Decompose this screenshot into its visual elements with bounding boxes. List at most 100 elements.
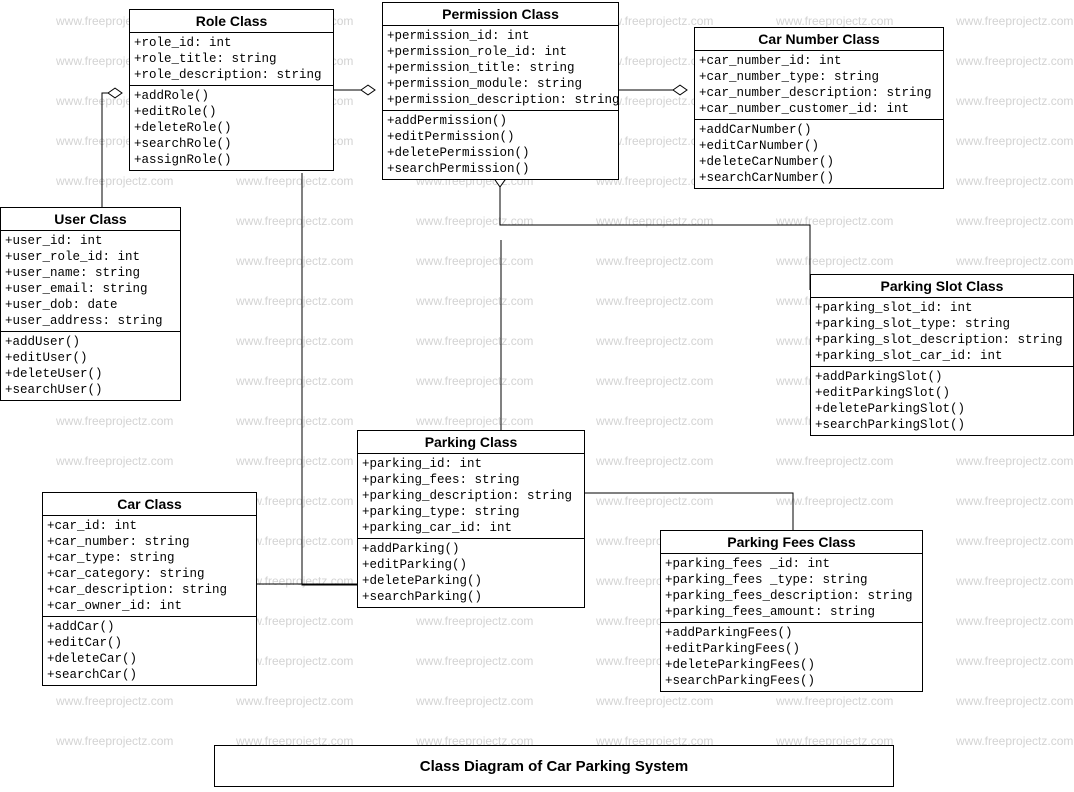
class-method: +editUser() — [5, 350, 176, 366]
class-box-car: Car Class+car_id: int+car_number: string… — [42, 492, 257, 686]
class-method: +addUser() — [5, 334, 176, 350]
class-method: +addCar() — [47, 619, 252, 635]
class-method: +addParking() — [362, 541, 580, 557]
class-methods: +addParkingSlot()+editParkingSlot()+dele… — [811, 367, 1073, 435]
class-title: Car Number Class — [695, 28, 943, 51]
class-attributes: +role_id: int+role_title: string+role_de… — [130, 33, 333, 86]
class-attribute: +parking_slot_description: string — [815, 332, 1069, 348]
class-method: +deleteParkingFees() — [665, 657, 918, 673]
class-method: +assignRole() — [134, 152, 329, 168]
class-attribute: +parking_slot_type: string — [815, 316, 1069, 332]
class-box-user: User Class+user_id: int+user_role_id: in… — [0, 207, 181, 401]
class-attribute: +car_type: string — [47, 550, 252, 566]
class-method: +addParkingFees() — [665, 625, 918, 641]
class-method: +searchRole() — [134, 136, 329, 152]
class-attribute: +user_id: int — [5, 233, 176, 249]
class-attribute: +user_address: string — [5, 313, 176, 329]
class-methods: +addUser()+editUser()+deleteUser()+searc… — [1, 332, 180, 400]
class-methods: +addParkingFees()+editParkingFees()+dele… — [661, 623, 922, 691]
class-attribute: +car_number_id: int — [699, 53, 939, 69]
class-attribute: +parking_car_id: int — [362, 520, 580, 536]
class-method: +searchPermission() — [387, 161, 614, 177]
class-attribute: +parking_id: int — [362, 456, 580, 472]
class-method: +editCar() — [47, 635, 252, 651]
class-attribute: +parking_fees_amount: string — [665, 604, 918, 620]
class-method: +deleteUser() — [5, 366, 176, 382]
class-method: +searchParkingFees() — [665, 673, 918, 689]
class-method: +editRole() — [134, 104, 329, 120]
class-method: +searchParking() — [362, 589, 580, 605]
class-method: +searchCarNumber() — [699, 170, 939, 186]
class-methods: +addRole()+editRole()+deleteRole()+searc… — [130, 86, 333, 170]
class-attribute: +car_category: string — [47, 566, 252, 582]
class-attribute: +role_title: string — [134, 51, 329, 67]
class-methods: +addCarNumber()+editCarNumber()+deleteCa… — [695, 120, 943, 188]
class-methods: +addPermission()+editPermission()+delete… — [383, 111, 618, 179]
class-method: +addRole() — [134, 88, 329, 104]
class-method: +editParking() — [362, 557, 580, 573]
class-attribute: +parking_type: string — [362, 504, 580, 520]
class-method: +editParkingFees() — [665, 641, 918, 657]
class-attribute: +car_description: string — [47, 582, 252, 598]
connector-line — [302, 173, 357, 585]
connector-line — [585, 493, 793, 530]
class-method: +deleteParking() — [362, 573, 580, 589]
class-attribute: +car_number_type: string — [699, 69, 939, 85]
class-methods: +addCar()+editCar()+deleteCar()+searchCa… — [43, 617, 256, 685]
class-title: Role Class — [130, 10, 333, 33]
class-attributes: +parking_slot_id: int+parking_slot_type:… — [811, 298, 1073, 367]
class-method: +searchUser() — [5, 382, 176, 398]
class-attribute: +permission_role_id: int — [387, 44, 614, 60]
class-title: Car Class — [43, 493, 256, 516]
class-attribute: +parking_slot_id: int — [815, 300, 1069, 316]
class-title: Parking Fees Class — [661, 531, 922, 554]
class-attributes: +parking_id: int+parking_fees: string+pa… — [358, 454, 584, 539]
class-attribute: +parking_fees _type: string — [665, 572, 918, 588]
class-box-carnumber: Car Number Class+car_number_id: int+car_… — [694, 27, 944, 189]
class-title: Permission Class — [383, 3, 618, 26]
class-attribute: +permission_module: string — [387, 76, 614, 92]
connector-line — [102, 93, 115, 207]
class-attribute: +role_id: int — [134, 35, 329, 51]
class-attributes: +parking_fees _id: int+parking_fees _typ… — [661, 554, 922, 623]
class-method: +searchParkingSlot() — [815, 417, 1069, 433]
class-attribute: +parking_fees: string — [362, 472, 580, 488]
class-methods: +addParking()+editParking()+deleteParkin… — [358, 539, 584, 607]
class-attribute: +user_name: string — [5, 265, 176, 281]
class-attributes: +user_id: int+user_role_id: int+user_nam… — [1, 231, 180, 332]
class-method: +addPermission() — [387, 113, 614, 129]
class-attributes: +car_id: int+car_number: string+car_type… — [43, 516, 256, 617]
class-method: +addParkingSlot() — [815, 369, 1069, 385]
diagram-title: Class Diagram of Car Parking System — [214, 745, 894, 787]
class-attribute: +user_role_id: int — [5, 249, 176, 265]
class-method: +deleteCarNumber() — [699, 154, 939, 170]
class-title: Parking Class — [358, 431, 584, 454]
class-box-role: Role Class+role_id: int+role_title: stri… — [129, 9, 334, 171]
class-attribute: +role_description: string — [134, 67, 329, 83]
class-attribute: +car_number_customer_id: int — [699, 101, 939, 117]
class-attribute: +parking_description: string — [362, 488, 580, 504]
class-attribute: +parking_fees _id: int — [665, 556, 918, 572]
class-attributes: +car_number_id: int+car_number_type: str… — [695, 51, 943, 120]
class-box-parkingfees: Parking Fees Class+parking_fees _id: int… — [660, 530, 923, 692]
class-attribute: +parking_fees_description: string — [665, 588, 918, 604]
class-attribute: +parking_slot_car_id: int — [815, 348, 1069, 364]
class-method: +deleteParkingSlot() — [815, 401, 1069, 417]
class-box-permission: Permission Class+permission_id: int+perm… — [382, 2, 619, 180]
class-attribute: +user_email: string — [5, 281, 176, 297]
class-method: +editPermission() — [387, 129, 614, 145]
class-title: Parking Slot Class — [811, 275, 1073, 298]
class-title: User Class — [1, 208, 180, 231]
class-method: +addCarNumber() — [699, 122, 939, 138]
class-attribute: +car_number: string — [47, 534, 252, 550]
class-method: +editParkingSlot() — [815, 385, 1069, 401]
class-attribute: +car_number_description: string — [699, 85, 939, 101]
class-method: +deleteCar() — [47, 651, 252, 667]
class-method: +deleteRole() — [134, 120, 329, 136]
class-attribute: +permission_description: string — [387, 92, 614, 108]
class-method: +editCarNumber() — [699, 138, 939, 154]
connector-line — [500, 180, 810, 290]
class-attribute: +car_id: int — [47, 518, 252, 534]
class-attributes: +permission_id: int+permission_role_id: … — [383, 26, 618, 111]
class-method: +deletePermission() — [387, 145, 614, 161]
